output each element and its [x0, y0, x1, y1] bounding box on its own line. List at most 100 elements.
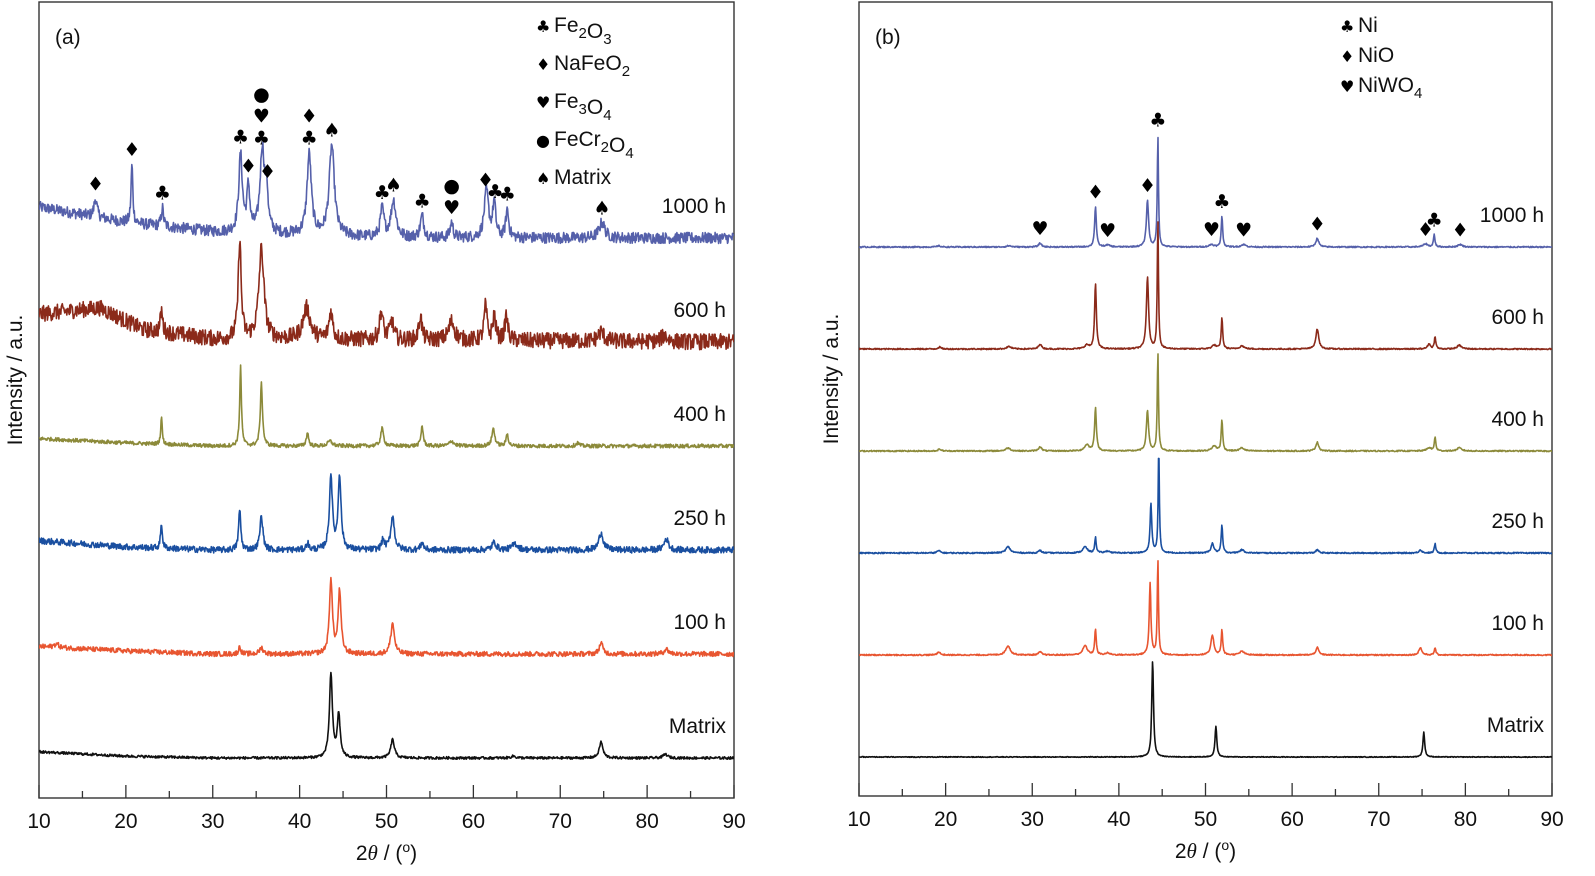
spade-icon: ♠ [536, 169, 550, 188]
club-marker: ♣ [154, 183, 171, 205]
series-label: 100 h [1491, 612, 1544, 635]
legend-label: Ni [1358, 14, 1378, 37]
club-marker: ♣ [301, 128, 318, 150]
x-tick-label: 60 [462, 810, 485, 833]
x-axis-title: 2θ / (o) [356, 839, 417, 865]
legend-item: ♦ NiO [1340, 44, 1394, 67]
legend-label: NaFeO2 [554, 52, 630, 80]
heart-marker: ♥ [1235, 219, 1252, 241]
series-line-matrix [859, 661, 1552, 759]
x-tick-label: 60 [1280, 808, 1303, 831]
legend-label: NiWO4 [1358, 74, 1422, 102]
diamond-marker: ♦ [1417, 219, 1434, 241]
club-icon: ♣ [1340, 17, 1354, 36]
x-tick-label: 40 [1107, 808, 1130, 831]
series-line-1000-h [859, 136, 1552, 249]
series-line-600-h [859, 221, 1552, 351]
x-tick-label: 90 [1540, 808, 1563, 831]
series-label: 250 h [673, 507, 726, 530]
x-tick-label: 70 [549, 810, 572, 833]
spade-marker: ♠ [323, 120, 340, 142]
club-marker: ♣ [232, 127, 249, 149]
legend-label: Matrix [554, 166, 612, 189]
y-axis-title: Intensity / a.u. [4, 315, 27, 446]
diamond-marker: ♦ [1309, 213, 1326, 235]
series-line-600-h [39, 240, 734, 351]
club-marker: ♣ [1213, 191, 1230, 213]
diamond-marker: ♦ [240, 156, 257, 178]
x-tick-label: 90 [722, 810, 745, 833]
x-tick-label: 50 [375, 810, 398, 833]
legend-label: FeCr2O4 [554, 128, 634, 162]
legend-item: ♦ NaFeO2 [536, 52, 630, 80]
heart-icon: ♥ [1340, 77, 1354, 96]
legend-item: ● FeCr2O4 [536, 128, 634, 162]
diamond-marker: ♦ [1452, 219, 1469, 241]
series-label: 600 h [673, 299, 726, 322]
legend-label: Fe3O4 [554, 90, 612, 124]
dot-icon: ● [536, 131, 550, 150]
club-marker: ♣ [499, 184, 516, 206]
x-tick-label: 10 [847, 808, 870, 831]
club-icon: ♣ [536, 17, 550, 36]
series-label: 400 h [673, 403, 726, 426]
diamond-marker: ♦ [123, 139, 140, 161]
series-group [859, 136, 1552, 759]
x-axis-title: 2θ / (o) [1175, 837, 1236, 863]
heart-marker: ♥ [1099, 220, 1116, 242]
panel-label: (a) [55, 26, 81, 49]
club-marker: ♣ [253, 127, 270, 149]
heart-marker: ♥ [443, 197, 460, 219]
series-label: 400 h [1491, 408, 1544, 431]
legend-item: ♠ Matrix [536, 166, 612, 189]
spade-marker: ♠ [593, 197, 610, 219]
heart-marker: ♥ [1032, 218, 1049, 240]
x-tick-label: 40 [288, 810, 311, 833]
legend-label: Fe2O3 [554, 14, 612, 48]
diamond-marker: ♦ [87, 173, 104, 195]
panel-b: 10 20 30 40 50 60 70 80 90 2θ / (o) Intensity / a.… [820, 1, 1564, 863]
series-label: Matrix [1487, 714, 1545, 737]
series-line-100-h [859, 560, 1552, 657]
club-marker: ♣ [1426, 209, 1443, 231]
diamond-icon: ♦ [1340, 47, 1354, 66]
dot-marker: ● [443, 175, 460, 197]
x-tick-label: 70 [1367, 808, 1390, 831]
diamond-marker: ♦ [477, 169, 494, 191]
diamond-marker: ♦ [259, 161, 276, 183]
diamond-marker: ♦ [1087, 182, 1104, 204]
club-marker: ♣ [414, 190, 431, 212]
x-tick-label: 80 [1454, 808, 1477, 831]
x-tick-label: 20 [114, 810, 137, 833]
x-tick-label: 80 [635, 810, 658, 833]
series-line-matrix [39, 671, 734, 760]
legend-item: ♥ NiWO4 [1340, 74, 1422, 102]
plot-frame [38, 1, 735, 799]
series-label: 1000 h [1480, 204, 1544, 227]
x-tick-label: 30 [1021, 808, 1044, 831]
club-marker: ♣ [487, 181, 504, 203]
panel-label: (b) [875, 26, 901, 49]
heart-marker: ♥ [1203, 219, 1220, 241]
series-label: 600 h [1491, 306, 1544, 329]
legend-item: ♣ Fe2O3 [536, 14, 612, 48]
dot-marker: ● [253, 83, 270, 105]
diamond-marker: ♦ [1139, 175, 1156, 197]
legend-label: NiO [1358, 44, 1394, 67]
spade-marker: ♠ [385, 174, 402, 196]
series-line-400-h [859, 353, 1552, 453]
legend-item: ♥ Fe3O4 [536, 90, 612, 124]
panel-a: 10 20 30 40 50 60 70 80 90 2θ / (o) Intensity / a.… [4, 1, 746, 865]
plot-frame [858, 1, 1553, 797]
diamond-marker: ♦ [301, 106, 318, 128]
series-group [39, 141, 734, 760]
series-label: 250 h [1491, 510, 1544, 533]
series-label: 1000 h [662, 195, 726, 218]
club-marker: ♣ [374, 182, 391, 204]
series-line-100-h [39, 576, 734, 658]
x-tick-label: 50 [1194, 808, 1217, 831]
heart-marker: ♥ [253, 105, 270, 127]
series-line-1000-h [39, 141, 734, 245]
y-axis-title: Intensity / a.u. [820, 314, 843, 445]
